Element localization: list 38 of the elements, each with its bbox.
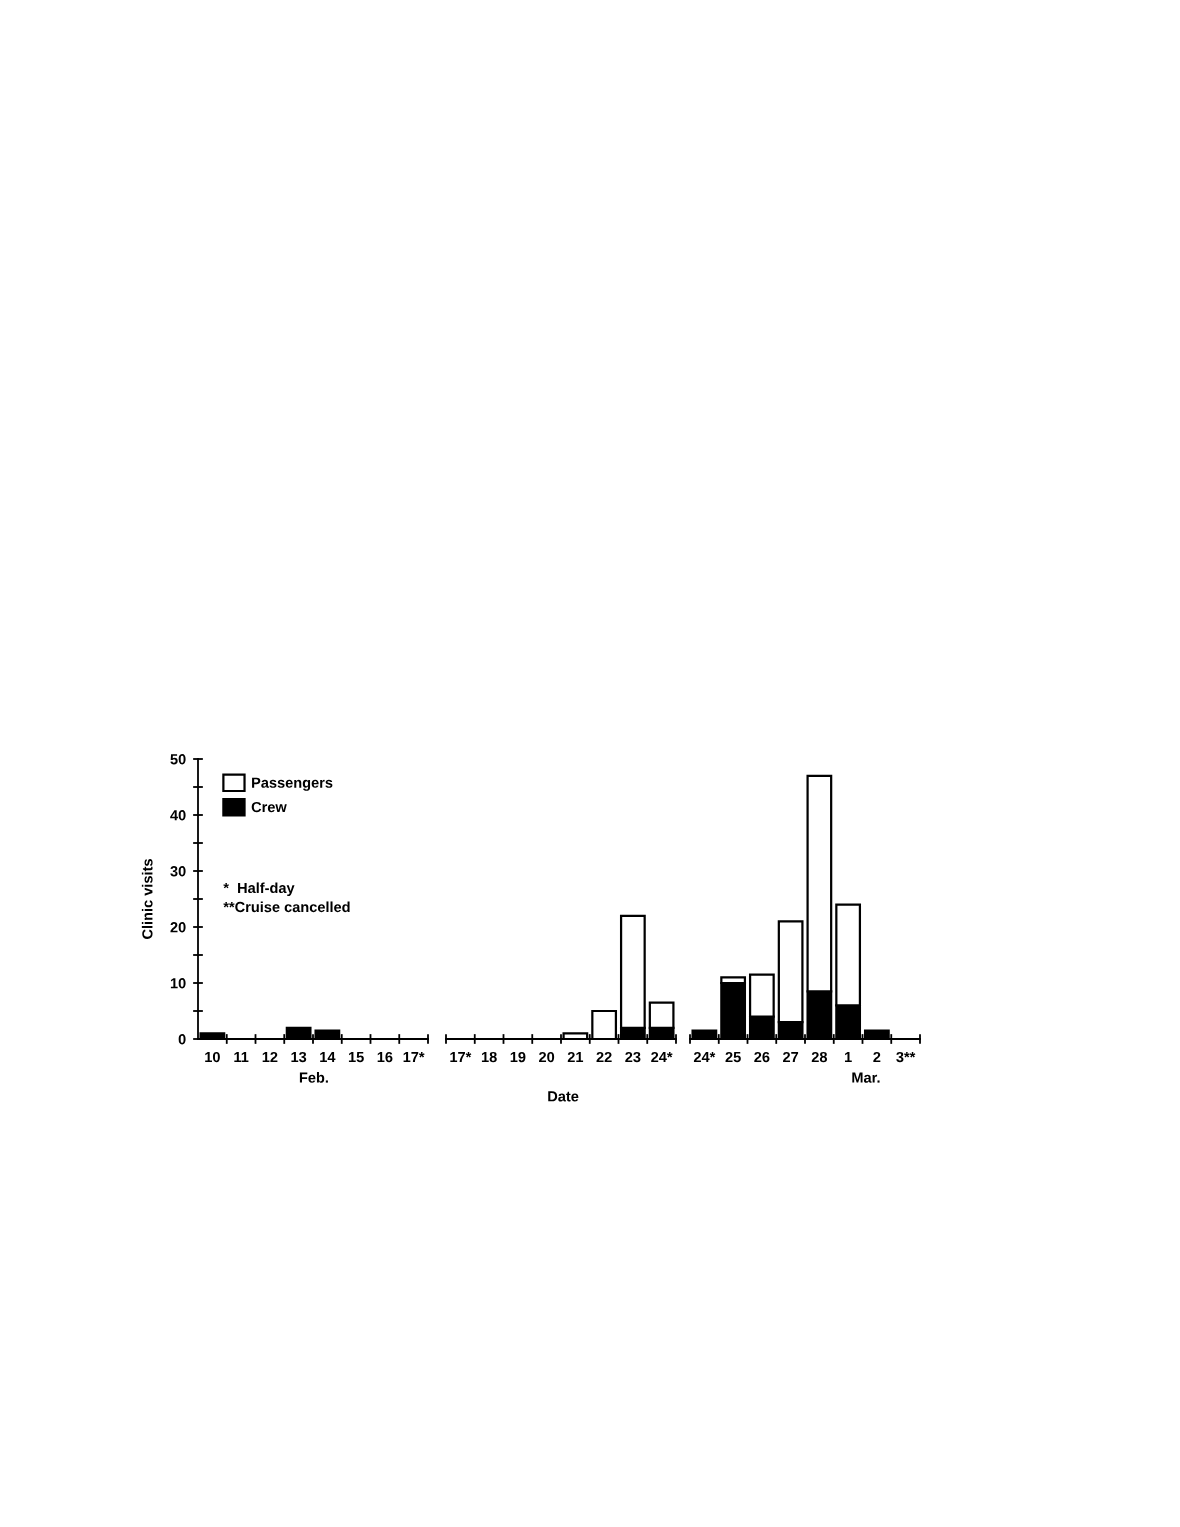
x-tick-label: 25 xyxy=(725,1051,741,1063)
x-tick-label: 17* xyxy=(403,1052,425,1063)
x-axis-title: Feb. xyxy=(299,1072,328,1083)
y-tick-label: 50 xyxy=(170,754,186,765)
x-tick-label: 23 xyxy=(625,1051,641,1063)
x-tick-label: 13 xyxy=(291,1051,307,1063)
y-tick-label: 30 xyxy=(170,866,186,877)
x-tick-label: 12 xyxy=(262,1051,278,1063)
x-tick-label: 17* xyxy=(450,1052,472,1063)
y-tick-label: 0 xyxy=(178,1034,186,1045)
x-tick-label: 19 xyxy=(510,1051,526,1063)
x-tick-label: 21 xyxy=(567,1051,584,1063)
x-axis-title: Date xyxy=(548,1091,579,1102)
legend-label: Passengers xyxy=(252,777,333,791)
x-tick-label: 20 xyxy=(539,1051,555,1063)
x-tick-label: 18 xyxy=(481,1051,497,1063)
y-tick-label: 40 xyxy=(170,810,186,821)
x-tick-label: 24* xyxy=(693,1051,716,1063)
y-axis-title: Clinic visits xyxy=(141,859,153,939)
x-tick-label: 14 xyxy=(320,1052,336,1063)
x-tick-label: 11 xyxy=(234,1052,249,1063)
y-tick-label: 20 xyxy=(170,922,186,933)
y-tick-label: 10 xyxy=(170,978,186,989)
x-tick-label: 15 xyxy=(348,1052,364,1063)
x-tick-label: 26 xyxy=(754,1051,770,1063)
x-tick-label: 27 xyxy=(783,1051,799,1063)
x-tick-label: 10 xyxy=(205,1051,220,1063)
x-tick-label: 22 xyxy=(596,1051,612,1063)
x-tick-label: 16 xyxy=(377,1051,393,1063)
annotation: **Cruise cancelled xyxy=(223,901,350,913)
x-tick-label: 24* xyxy=(651,1051,673,1063)
annotation: * Half-day xyxy=(223,882,295,896)
x-tick-label: 2 xyxy=(873,1051,881,1063)
x-axis-title: Mar. xyxy=(852,1072,880,1083)
x-tick-label: 28 xyxy=(811,1051,828,1063)
x-tick-label: 1 xyxy=(844,1052,852,1063)
x-tick-label: 3** xyxy=(896,1051,916,1063)
legend-label: Crew xyxy=(251,801,287,813)
